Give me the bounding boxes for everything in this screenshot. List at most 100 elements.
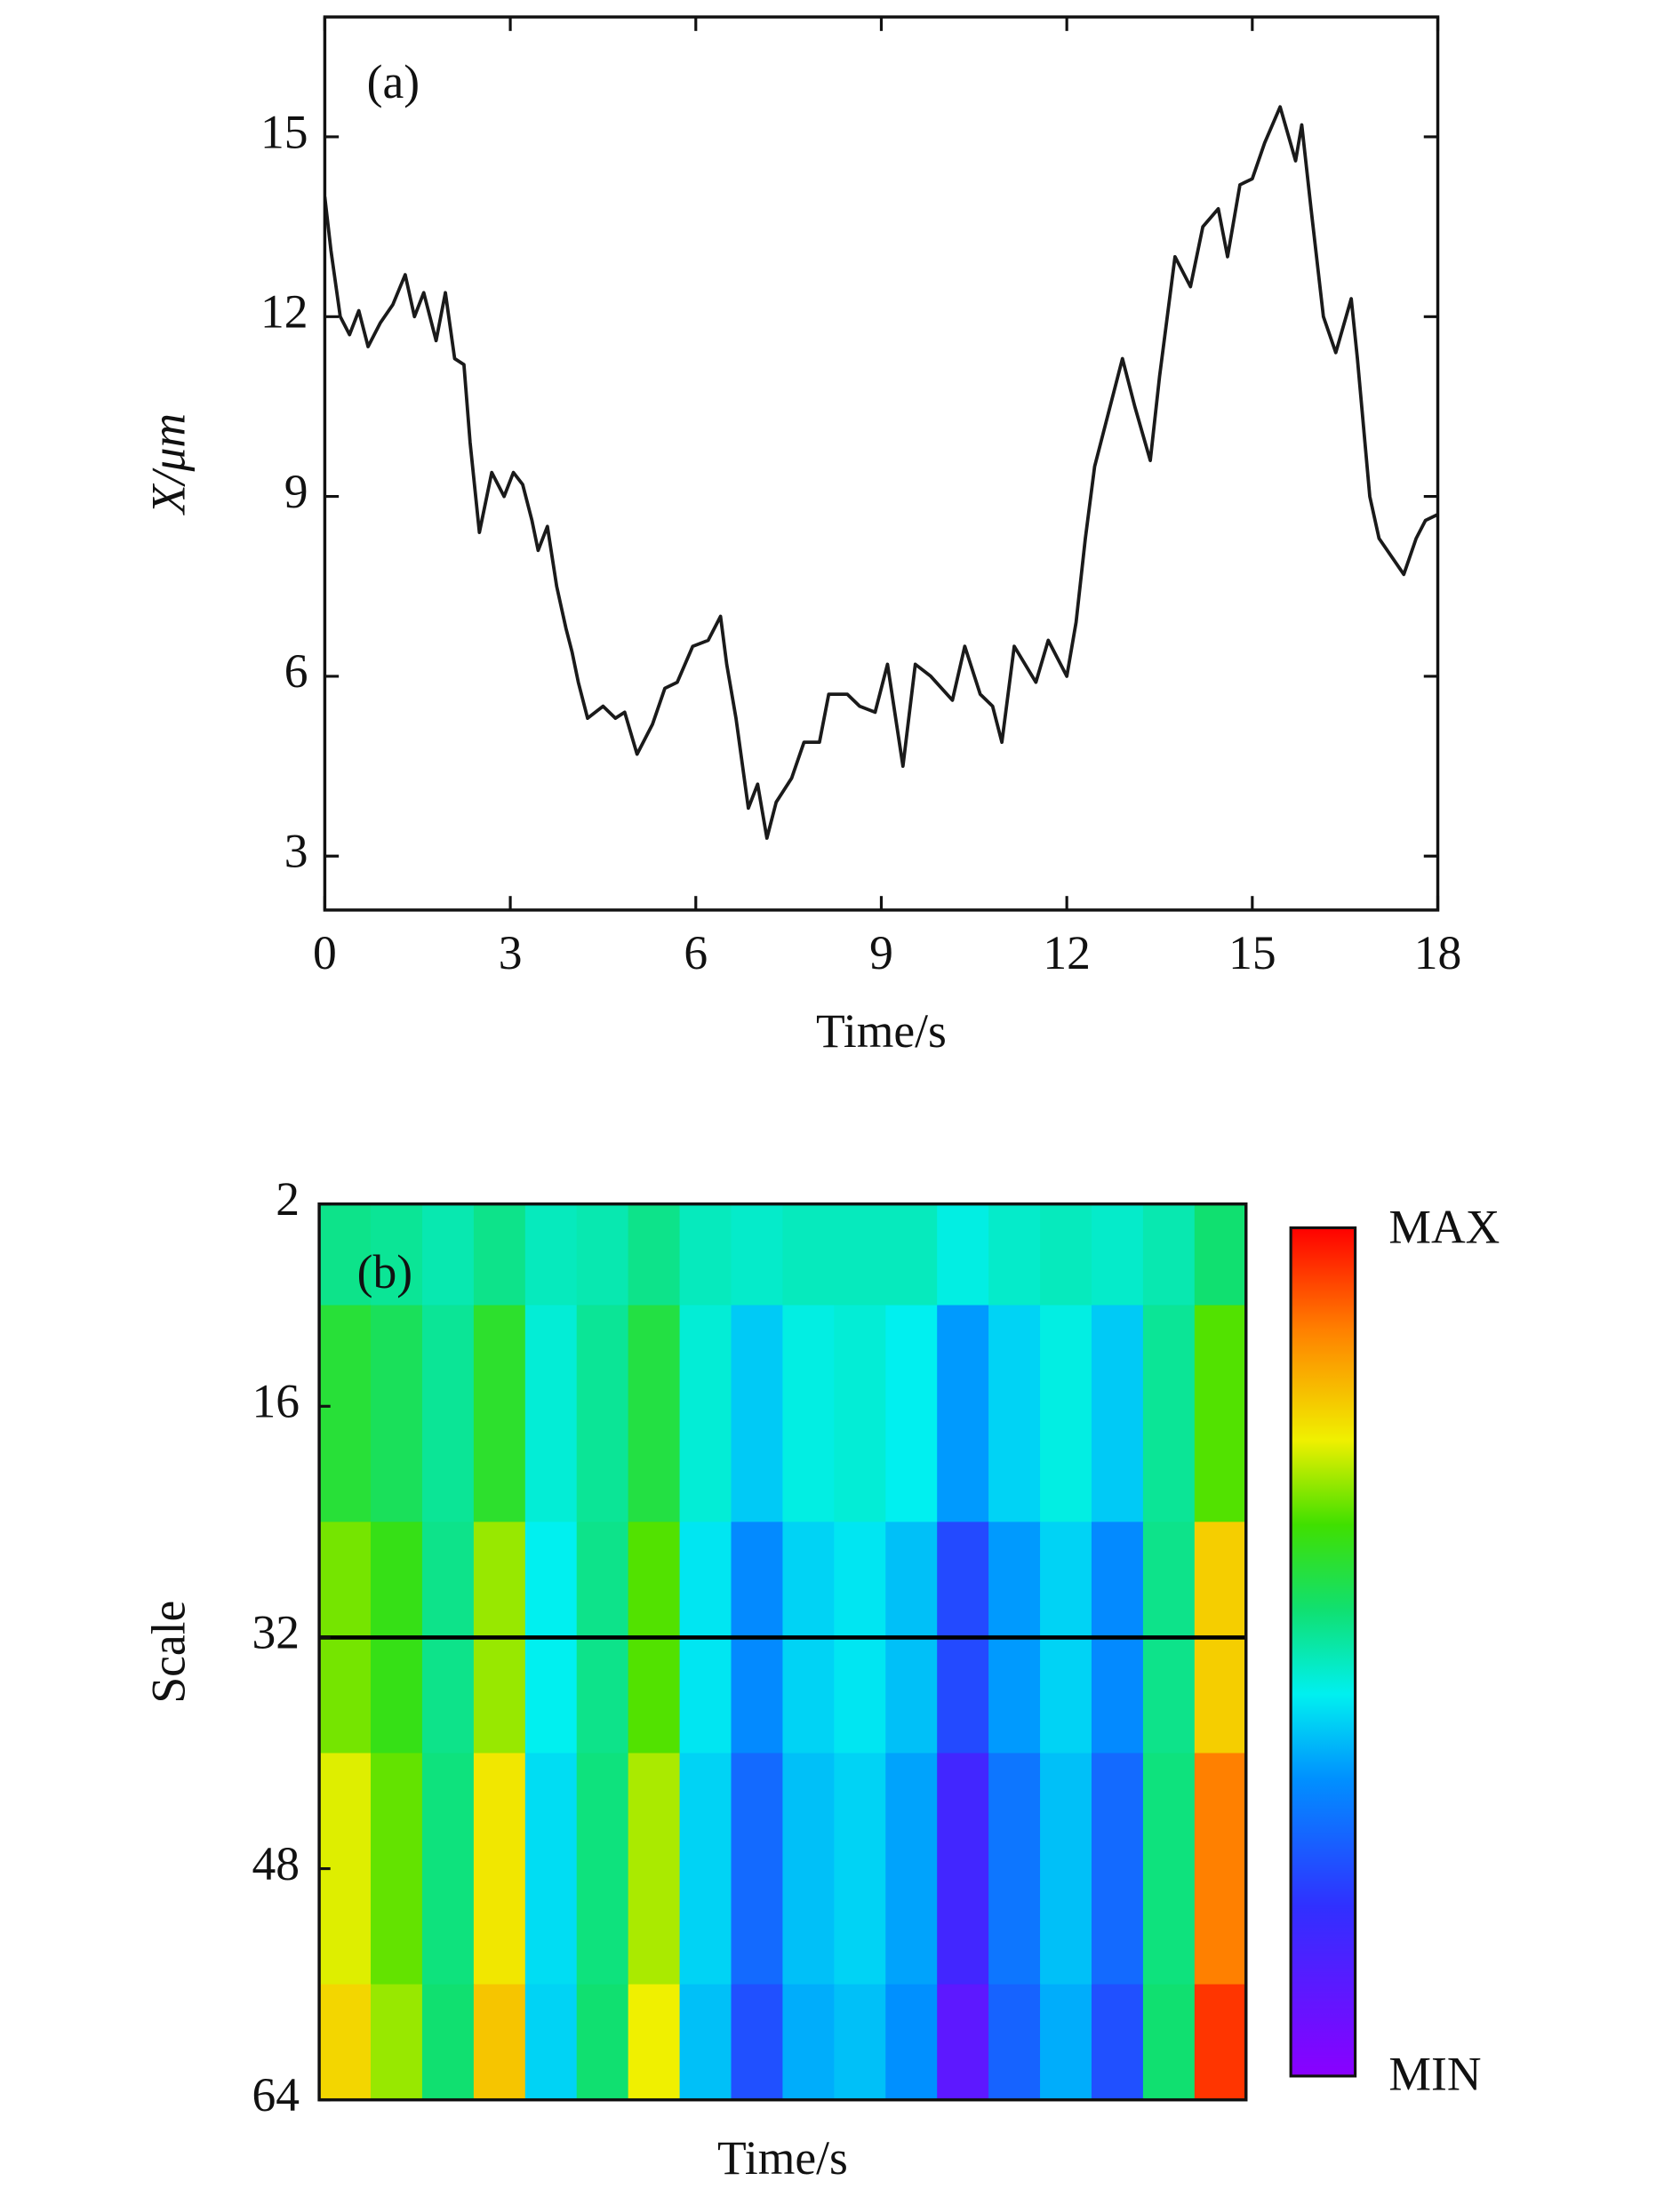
heat-cell [731,1305,784,1523]
heat-cell [1142,1984,1196,2101]
heat-cell [885,1753,939,1985]
y-tick-label: 2 [276,1172,300,1226]
plot-frame [323,15,1440,912]
heat-cell [1194,1305,1247,1523]
heat-cell [628,1305,681,1523]
y-axis-label: X/μm [142,413,196,515]
heat-cell [782,1305,836,1523]
heat-cell [782,1984,836,2101]
colorbar-max-label: MAX [1388,1200,1500,1253]
heat-cell [834,1984,887,2101]
heat-cell [988,1305,1041,1523]
heat-cell [524,1305,578,1523]
heat-cell [679,1753,732,1985]
heat-cell [679,1203,732,1306]
heat-cell [371,1203,423,1306]
panel-label: (b) [357,1245,412,1298]
heat-cell [524,1753,578,1985]
heat-cell [628,1984,681,2101]
heat-cell [371,1305,423,1523]
heat-cell [371,1753,423,1985]
heat-cell [1040,1305,1092,1523]
heat-cell [421,1984,475,2101]
y-tick-label: 6 [284,644,308,698]
heat-cell [1040,1203,1092,1306]
x-tick-label: 6 [684,926,708,979]
heat-cell [1194,1753,1247,1985]
heat-cell [731,1203,784,1306]
y-tick-label: 9 [284,465,308,518]
heat-cell [1142,1203,1196,1306]
heat-cell [1091,1753,1144,1985]
heat-cell [576,1305,629,1523]
heat-cell [679,1984,732,2101]
x-tick-label: 0 [313,926,337,979]
heat-cell [1040,1984,1092,2101]
heat-cell [628,1753,681,1985]
y-tick-label: 48 [252,1837,300,1890]
heat-cell [885,1305,939,1523]
heat-cell [782,1753,836,1985]
heat-cell [834,1305,887,1523]
heat-cell [1091,1203,1144,1306]
data-line [324,105,1438,840]
heat-cell [937,1203,990,1306]
x-axis-label: Time/s [816,1004,947,1058]
heat-cell [319,1203,372,1306]
heat-cell [1194,1984,1247,2101]
heat-cell [421,1305,475,1523]
heat-cell [1142,1305,1196,1523]
plot-frame [317,1202,1248,2102]
y-tick-label: 32 [252,1606,300,1659]
heat-cell [371,1984,423,2101]
heat-cell [937,1984,990,2101]
x-tick-label: 9 [869,926,893,979]
heat-cell [1091,1305,1144,1523]
y-tick-label: 12 [260,285,308,339]
heat-cell [731,1753,784,1985]
heat-cell [834,1753,887,1985]
y-tick-label: 64 [252,2068,300,2121]
heat-cell [1040,1753,1092,1985]
heat-cell [988,1753,1041,1985]
y-axis-label: Scale [142,1601,196,1704]
heat-cell [421,1203,475,1306]
heat-cell [628,1203,681,1306]
y-tick-label: 3 [284,825,308,878]
heat-cell [524,1984,578,2101]
x-axis-label: Time/s [717,2131,848,2185]
heat-cell [988,1203,1041,1306]
x-tick-label: 15 [1228,926,1276,979]
heat-cell [1142,1753,1196,1985]
heat-cell [885,1984,939,2101]
heat-cell [782,1203,836,1306]
heat-cell [988,1984,1041,2101]
heat-cell [576,1984,629,2101]
heat-cell [473,1984,526,2101]
x-tick-label: 12 [1043,926,1091,979]
heat-cell [937,1753,990,1985]
heat-cell [937,1305,990,1523]
heat-cell [473,1305,526,1523]
heat-cell [524,1203,578,1306]
heat-cell [834,1203,887,1306]
heat-cell [679,1305,732,1523]
heat-cell [885,1203,939,1306]
heat-cell [1194,1203,1247,1306]
heat-cell [473,1753,526,1985]
x-tick-label: 18 [1414,926,1462,979]
heat-cell [473,1203,526,1306]
heat-cell [319,1984,372,2101]
heat-cell [576,1753,629,1985]
heat-cell [319,1305,372,1523]
colorbar-min-label: MIN [1388,2047,1481,2100]
heat-cell [1091,1984,1144,2101]
heat-cell [576,1203,629,1306]
y-tick-label: 15 [260,105,308,158]
panel-label: (a) [367,55,420,108]
heat-cell [421,1753,475,1985]
colorbar [1289,1226,1357,2078]
y-tick-label: 16 [252,1375,300,1428]
